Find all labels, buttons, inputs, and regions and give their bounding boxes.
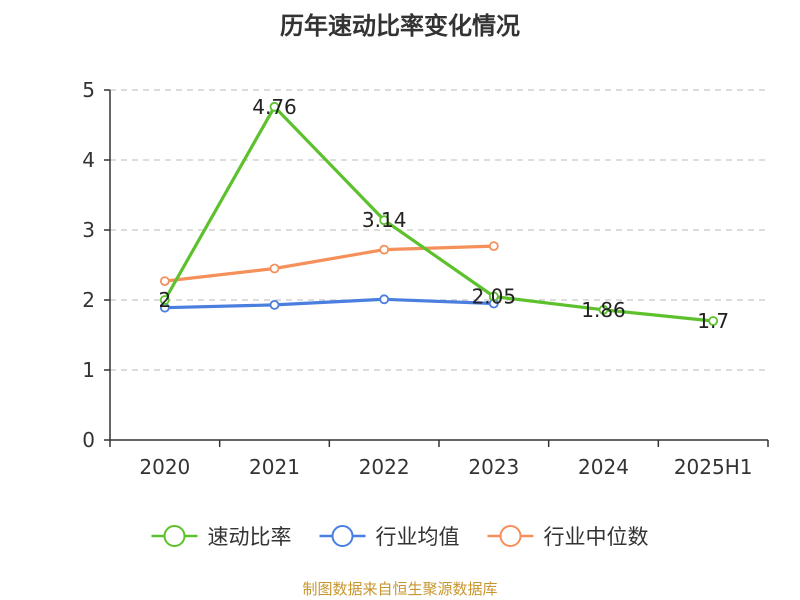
data-point-0-2023 [488, 291, 499, 302]
legend-item-1: 行业均值 [319, 525, 460, 549]
data-point-0-2021 [269, 101, 280, 112]
data-label-2020: 2 [158, 288, 171, 312]
y-tick-label-1: 1 [82, 358, 95, 382]
data-point-0-2024 [598, 304, 609, 315]
source-note: 制图数据来自恒生聚源数据库 [302, 580, 498, 598]
data-point-2-2023 [488, 241, 499, 252]
data-point-0-2020 [159, 295, 170, 305]
series-line-1 [164, 297, 494, 310]
legend-item-2: 行业中位数 [487, 525, 649, 549]
data-label-2023: 2.05 [472, 285, 517, 309]
legend-item-0: 速动比率 [151, 525, 292, 549]
x-tick-label-2020: 2020 [139, 455, 190, 479]
x-tick-label-2025H1: 2025H1 [674, 455, 753, 479]
grid-layer [110, 89, 768, 371]
x-tick-label-2023: 2023 [468, 455, 519, 479]
label-layer: 2 4.76 3.14 2.05 1.86 1.7 [158, 95, 729, 333]
y-tick-label-4: 4 [82, 148, 95, 172]
axis-layer: 0 1 2 3 4 5 2020 2021 2022 2023 2024 2025H1 [82, 78, 769, 479]
series-layer [159, 101, 719, 326]
data-point-0-2022 [379, 215, 390, 226]
x-tick-label-2024: 2024 [578, 455, 629, 479]
data-label-2025H1: 1.7 [697, 309, 729, 333]
data-point-0-2025H1 [708, 316, 719, 326]
data-label-2022: 3.14 [362, 208, 407, 232]
data-point-2-2022 [379, 244, 390, 255]
legend-marker-1 [331, 525, 354, 547]
data-point-1-2021 [269, 299, 280, 310]
x-tick-label-2021: 2021 [249, 455, 300, 479]
legend-marker-0 [163, 525, 186, 547]
data-label-2021: 4.76 [252, 95, 297, 119]
data-point-1-2022 [379, 294, 390, 305]
x-tick-label-2022: 2022 [359, 455, 410, 479]
legend-label-1: 行业均值 [376, 525, 460, 549]
legend-label-2: 行业中位数 [544, 525, 649, 549]
legend-label-0: 速动比率 [208, 525, 292, 549]
chart-title: 历年速动比率变化情况 [280, 12, 520, 40]
legend-marker-2 [499, 525, 522, 547]
data-label-2024: 1.86 [581, 298, 626, 322]
data-point-2-2021 [269, 263, 280, 274]
y-tick-label-0: 0 [82, 428, 95, 452]
data-point-2-2020 [159, 276, 170, 287]
y-tick-label-2: 2 [82, 288, 95, 312]
series-line-0 [163, 105, 714, 323]
y-tick-label-3: 3 [82, 218, 95, 242]
legend: 速动比率 行业均值 行业中位数 [151, 525, 649, 549]
series-line-2 [164, 244, 494, 283]
y-tick-label-5: 5 [82, 78, 95, 102]
